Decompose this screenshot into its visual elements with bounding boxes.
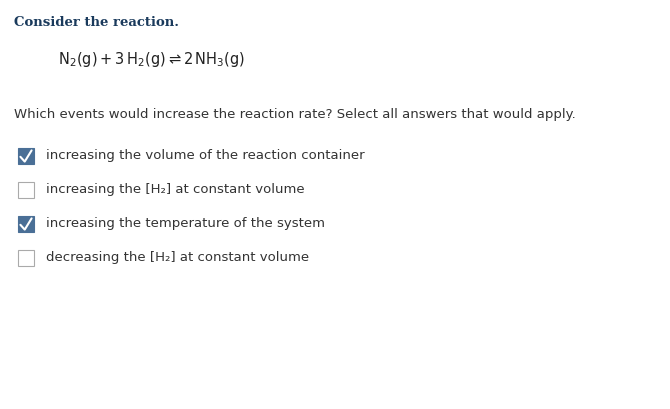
FancyBboxPatch shape [18, 182, 34, 198]
Text: Which events would increase the reaction rate? Select all answers that would app: Which events would increase the reaction… [14, 108, 576, 121]
FancyBboxPatch shape [18, 216, 34, 232]
FancyBboxPatch shape [18, 148, 34, 164]
FancyBboxPatch shape [18, 250, 34, 266]
Text: Consider the reaction.: Consider the reaction. [14, 16, 179, 29]
Text: increasing the volume of the reaction container: increasing the volume of the reaction co… [46, 150, 364, 162]
Text: increasing the temperature of the system: increasing the temperature of the system [46, 218, 325, 231]
Text: decreasing the [H₂] at constant volume: decreasing the [H₂] at constant volume [46, 252, 309, 265]
Text: increasing the [H₂] at constant volume: increasing the [H₂] at constant volume [46, 184, 305, 196]
Text: $\mathrm{N_2(g) + 3\,H_2(g) \rightleftharpoons 2\,NH_3(g)}$: $\mathrm{N_2(g) + 3\,H_2(g) \rightleftha… [58, 50, 245, 69]
